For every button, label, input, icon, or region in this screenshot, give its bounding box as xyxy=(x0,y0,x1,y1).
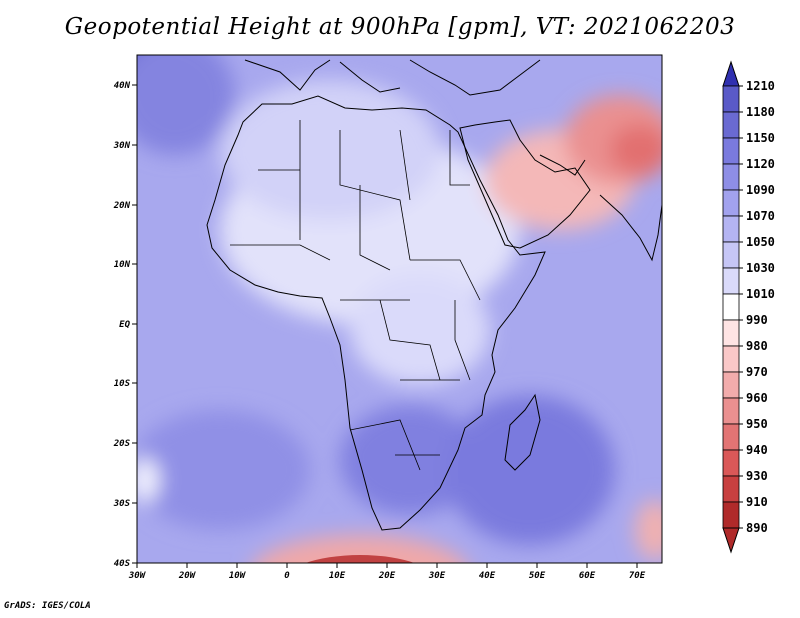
arabia-coastline xyxy=(459,119,591,249)
colorbar-label: 1180 xyxy=(746,105,775,119)
lat-label-40n: 40N xyxy=(114,81,131,91)
colorbar-segment xyxy=(722,137,740,165)
lon-label-50e: 50E xyxy=(529,571,546,581)
colorbar-segment xyxy=(722,85,740,113)
field-southeast-low xyxy=(635,500,662,560)
field-st-helena xyxy=(137,410,310,530)
colorbar-label: 1070 xyxy=(746,209,775,223)
country-borders xyxy=(230,120,481,471)
colorbar-bottom-arrow xyxy=(722,527,740,554)
colorbar-label: 1050 xyxy=(746,235,775,249)
lat-label-eq: EQ xyxy=(119,320,130,330)
india-coastline xyxy=(599,194,662,262)
colorbar-segment xyxy=(722,189,740,217)
lon-axis: 30W 20W 10W 0 10E 20E 30E 40E 50E 60E 70… xyxy=(128,563,646,581)
colorbar-segment xyxy=(722,111,740,139)
colorbar-segment xyxy=(722,319,740,347)
colorbar: 1210 1180 1150 1120 1090 1070 1050 1030 1010 990 9… xyxy=(722,60,775,554)
colorbar-segment xyxy=(722,293,740,321)
lat-label-40s: 40S xyxy=(114,559,131,569)
lat-axis: 40N 30N 20N 10N EQ 10S 20S 30S 40S xyxy=(113,81,137,569)
colorbar-segment xyxy=(722,163,740,191)
colorbar-label: 1090 xyxy=(746,183,775,197)
lat-label-30n: 30N xyxy=(113,141,131,151)
colorbar-segment xyxy=(722,371,740,399)
field-west-spot xyxy=(137,458,159,502)
lat-label-10n: 10N xyxy=(114,260,131,270)
colorbar-segment xyxy=(722,215,740,243)
lon-label-10e: 10E xyxy=(329,571,346,581)
field-kalahari xyxy=(340,405,480,515)
lat-label-10s: 10S xyxy=(114,379,131,389)
lat-label-20n: 20N xyxy=(113,201,131,211)
colorbar-label: 960 xyxy=(746,391,768,405)
lat-label-30s: 30S xyxy=(113,499,131,509)
lon-label-30e: 30E xyxy=(428,571,446,581)
europe-coastline xyxy=(244,59,541,96)
field-mascarene xyxy=(445,395,615,545)
colorbar-segments xyxy=(722,85,740,529)
field-nw-ring xyxy=(137,55,235,155)
colorbar-label: 950 xyxy=(746,417,768,431)
colorbar-label: 1120 xyxy=(746,157,775,171)
colorbar-label: 1030 xyxy=(746,261,775,275)
coastlines xyxy=(206,59,662,531)
lon-label-40e: 40E xyxy=(479,571,496,581)
colorbar-segment xyxy=(722,423,740,451)
colorbar-label: 930 xyxy=(746,469,768,483)
lon-label-30w: 30W xyxy=(128,571,147,581)
colorbar-labels: 1210 1180 1150 1120 1090 1070 1050 1030 1010 990 9… xyxy=(739,79,775,535)
colorbar-segment xyxy=(722,449,740,477)
field-south-core xyxy=(305,555,415,563)
colorbar-label: 970 xyxy=(746,365,768,379)
lon-label-20w: 20W xyxy=(178,571,197,581)
colorbar-segment xyxy=(722,475,740,503)
lon-label-0: 0 xyxy=(284,571,290,581)
colorbar-label: 980 xyxy=(746,339,768,353)
colorbar-segment xyxy=(722,267,740,295)
lon-label-70e: 70E xyxy=(629,571,646,581)
lon-label-10w: 10W xyxy=(229,571,247,581)
lat-label-20s: 20S xyxy=(113,439,131,449)
africa-coastline xyxy=(206,95,546,531)
persian-gulf xyxy=(539,154,586,176)
lon-label-20e: 20E xyxy=(378,571,396,581)
map-frame xyxy=(136,54,663,564)
colorbar-segment xyxy=(722,397,740,425)
colorbar-label: 1210 xyxy=(746,79,775,93)
colorbar-label: 890 xyxy=(746,521,768,535)
field-iran-core xyxy=(610,125,662,175)
field-sahara xyxy=(220,80,440,220)
colorbar-label: 990 xyxy=(746,313,768,327)
colorbar-segment xyxy=(722,501,740,529)
colorbar-label: 1150 xyxy=(746,131,775,145)
map-title: Geopotential Height at 900hPa [gpm], VT:… xyxy=(64,14,736,40)
colorbar-label: 1010 xyxy=(746,287,775,301)
field-central xyxy=(350,275,490,385)
grads-credit: GrADS: IGES/COLA xyxy=(4,601,91,611)
colorbar-top-arrow xyxy=(722,60,740,87)
lon-label-60e: 60E xyxy=(579,571,596,581)
colorbar-segment xyxy=(722,345,740,373)
colorbar-label: 940 xyxy=(746,443,768,457)
colorbar-segment xyxy=(722,241,740,269)
colorbar-label: 910 xyxy=(746,495,768,509)
madagascar-coastline xyxy=(504,393,541,471)
field-south-low xyxy=(255,535,465,563)
